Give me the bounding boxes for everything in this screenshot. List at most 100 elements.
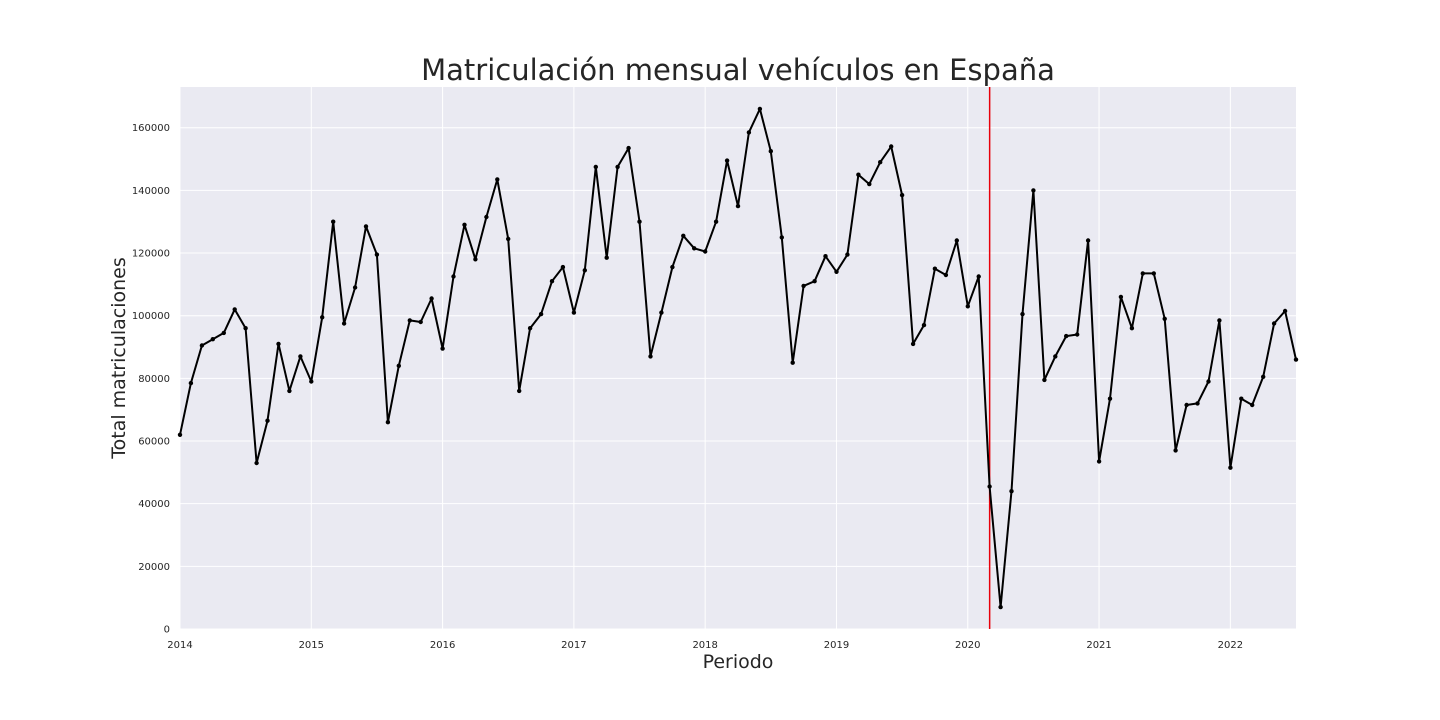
data-point — [812, 279, 817, 284]
data-point — [1042, 377, 1047, 383]
data-point — [1031, 188, 1036, 193]
data-point — [713, 219, 719, 224]
y-tick-label: 60000 — [138, 437, 170, 448]
data-point — [921, 322, 927, 328]
x-tick-label: 2014 — [167, 640, 192, 651]
data-point — [670, 264, 675, 270]
data-point — [889, 144, 894, 149]
data-point — [604, 255, 609, 260]
data-point — [724, 158, 730, 163]
data-point — [878, 160, 883, 165]
data-point — [309, 379, 314, 384]
y-tick-labels: 0 20000 40000 60000 80000 100000 120000 140000 1… — [132, 123, 170, 635]
data-point — [757, 106, 763, 112]
data-point — [199, 343, 205, 348]
data-point — [429, 296, 434, 301]
data-point — [210, 337, 215, 342]
data-point — [1118, 294, 1124, 300]
data-point — [943, 272, 949, 278]
y-tick-label: 140000 — [132, 186, 170, 197]
data-point — [681, 233, 686, 238]
data-point — [659, 310, 664, 315]
data-point — [768, 149, 773, 154]
data-point — [1129, 326, 1135, 331]
data-point — [823, 254, 828, 259]
data-point — [1173, 448, 1178, 453]
data-point — [1239, 396, 1244, 401]
data-point — [473, 257, 478, 262]
data-point — [965, 304, 970, 309]
data-point — [287, 388, 292, 394]
data-point — [987, 484, 992, 489]
data-point — [626, 145, 631, 151]
data-point — [527, 326, 533, 331]
series-points — [177, 106, 1299, 610]
plot-area — [180, 87, 1296, 629]
data-point — [506, 236, 511, 242]
data-point — [495, 177, 500, 182]
data-point — [243, 326, 248, 331]
data-point — [954, 238, 959, 243]
data-point — [735, 203, 741, 209]
data-point — [1009, 489, 1014, 494]
data-point — [418, 319, 423, 325]
data-point — [1140, 271, 1146, 276]
data-point — [1085, 238, 1091, 243]
data-point — [932, 266, 938, 271]
data-point — [341, 321, 347, 326]
y-tick-label: 80000 — [138, 374, 170, 385]
data-point — [1151, 271, 1157, 276]
data-point — [845, 252, 850, 257]
y-tick-label: 160000 — [132, 123, 170, 134]
data-point — [517, 388, 522, 394]
data-point — [177, 432, 183, 437]
data-point — [440, 346, 445, 351]
data-point — [1053, 354, 1058, 359]
data-point — [1064, 333, 1069, 339]
data-point — [637, 219, 642, 224]
data-point — [1271, 321, 1277, 326]
data-point — [1206, 379, 1211, 384]
x-tick-label: 2019 — [824, 640, 849, 651]
data-point — [385, 420, 391, 425]
y-tick-label: 40000 — [138, 499, 170, 510]
x-tick-label: 2022 — [1218, 640, 1243, 651]
data-point — [363, 224, 369, 229]
data-point — [834, 269, 839, 274]
data-point — [692, 246, 697, 251]
data-point — [538, 311, 544, 317]
data-point — [254, 460, 259, 466]
data-point — [801, 283, 806, 289]
grid — [179, 87, 1296, 630]
data-point — [1282, 308, 1288, 314]
data-point — [571, 310, 577, 315]
x-tick-label: 2015 — [299, 640, 324, 651]
data-point — [232, 307, 237, 312]
data-point — [1228, 465, 1233, 470]
data-point — [910, 341, 916, 347]
data-point — [582, 268, 587, 273]
data-point — [1261, 374, 1266, 379]
data-point — [976, 274, 981, 279]
data-point — [462, 222, 467, 227]
data-point — [790, 360, 795, 365]
data-point — [593, 164, 598, 170]
data-point — [1020, 311, 1025, 317]
data-point — [899, 192, 905, 198]
data-point — [221, 330, 226, 336]
x-tick-labels: 2014 2015 2016 2017 2018 2019 2020 2021 2022 — [167, 640, 1243, 651]
data-point — [560, 264, 566, 270]
y-tick-label: 0 — [164, 625, 170, 636]
chart-title: Matriculación mensual vehículos en Españ… — [421, 53, 1055, 87]
data-point — [779, 235, 784, 240]
x-tick-label: 2016 — [430, 640, 455, 651]
x-tick-label: 2020 — [955, 640, 980, 651]
data-point — [549, 279, 555, 284]
data-point — [352, 285, 358, 290]
y-tick-label: 20000 — [138, 562, 170, 573]
data-point — [331, 219, 336, 224]
data-point — [374, 252, 380, 257]
y-tick-label: 120000 — [132, 249, 170, 260]
data-point — [1107, 396, 1113, 401]
